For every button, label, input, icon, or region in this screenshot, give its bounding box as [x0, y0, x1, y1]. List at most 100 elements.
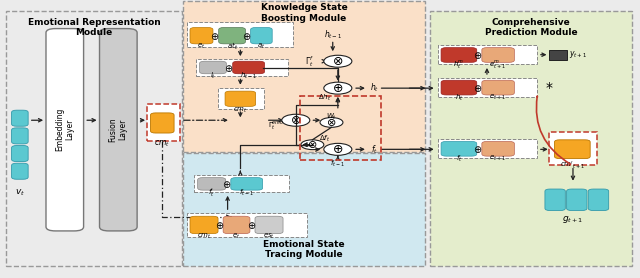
Text: $e_{t+1}$: $e_{t+1}$: [490, 93, 506, 102]
Bar: [300, 96, 381, 160]
Text: $h_t$: $h_t$: [454, 92, 463, 103]
FancyBboxPatch shape: [482, 80, 515, 95]
Text: $f_t$: $f_t$: [371, 143, 378, 156]
Text: Knowledge State
Boosting Module: Knowledge State Boosting Module: [260, 3, 348, 23]
FancyBboxPatch shape: [441, 48, 477, 62]
Text: $at_t$: $at_t$: [227, 41, 237, 53]
Text: $y_{t+1}$: $y_{t+1}$: [569, 49, 587, 60]
FancyBboxPatch shape: [588, 189, 609, 210]
Text: $e_{t+1}^m$: $e_{t+1}^m$: [490, 59, 506, 71]
FancyBboxPatch shape: [223, 216, 250, 234]
Text: $\Delta f_t$: $\Delta f_t$: [319, 134, 331, 144]
Bar: [188, 22, 292, 47]
FancyBboxPatch shape: [12, 128, 28, 144]
Text: $cm_t$: $cm_t$: [154, 139, 170, 149]
Bar: [429, 11, 632, 266]
FancyBboxPatch shape: [441, 142, 477, 156]
FancyArrowPatch shape: [536, 96, 571, 164]
Text: $e_t$: $e_t$: [232, 232, 241, 241]
Text: $\oplus$: $\oplus$: [209, 31, 219, 42]
Text: $\oplus$: $\oplus$: [214, 220, 224, 231]
Circle shape: [301, 140, 324, 150]
Bar: [218, 88, 264, 108]
FancyBboxPatch shape: [482, 48, 515, 62]
FancyBboxPatch shape: [250, 28, 272, 44]
FancyBboxPatch shape: [231, 178, 262, 190]
Text: $f_{t-1}$: $f_{t-1}$: [330, 159, 346, 169]
Text: $f_t$: $f_t$: [456, 153, 462, 164]
Text: $\oplus$: $\oplus$: [223, 63, 233, 73]
FancyBboxPatch shape: [233, 61, 264, 74]
Circle shape: [324, 55, 352, 67]
Text: Comprehensive
Prediction Module: Comprehensive Prediction Module: [484, 18, 577, 38]
Bar: [147, 104, 180, 141]
Text: $\oplus$: $\oplus$: [242, 31, 252, 42]
Bar: [183, 153, 425, 266]
Text: $\oplus$: $\oplus$: [332, 82, 344, 95]
Bar: [196, 59, 288, 76]
Circle shape: [320, 118, 343, 127]
Text: $a_t$: $a_t$: [257, 42, 266, 51]
Text: $W_t$: $W_t$: [326, 112, 337, 122]
Text: $l_t$: $l_t$: [210, 71, 216, 81]
FancyBboxPatch shape: [566, 189, 587, 210]
Text: $h_t^m$: $h_t^m$: [453, 59, 465, 71]
Text: $\oplus$: $\oplus$: [332, 143, 344, 156]
FancyBboxPatch shape: [441, 80, 477, 95]
Bar: [195, 175, 289, 192]
Text: Embedding
Layer: Embedding Layer: [55, 108, 74, 152]
Circle shape: [282, 114, 310, 126]
Text: $\Delta h_t$: $\Delta h_t$: [319, 93, 332, 103]
FancyBboxPatch shape: [46, 29, 84, 231]
Text: $cm_t$: $cm_t$: [196, 232, 211, 241]
Bar: [438, 45, 537, 64]
Text: $\otimes$: $\otimes$: [326, 117, 337, 128]
FancyBboxPatch shape: [219, 28, 246, 44]
FancyBboxPatch shape: [150, 113, 174, 133]
FancyBboxPatch shape: [200, 61, 227, 74]
FancyBboxPatch shape: [545, 189, 565, 210]
Circle shape: [324, 143, 352, 155]
Bar: [549, 133, 597, 165]
Text: $e_{t+1}$: $e_{t+1}$: [490, 154, 506, 163]
Text: $h_{t-1}$: $h_{t-1}$: [240, 71, 257, 81]
Text: $e_t$: $e_t$: [197, 42, 205, 51]
Text: $*$: $*$: [545, 79, 554, 93]
FancyBboxPatch shape: [255, 216, 283, 234]
Text: $\otimes$: $\otimes$: [290, 114, 301, 127]
Text: $g_{t+1}$: $g_{t+1}$: [563, 214, 584, 225]
Text: $\otimes$: $\otimes$: [332, 55, 344, 68]
FancyBboxPatch shape: [12, 110, 28, 126]
Text: $es_t$: $es_t$: [263, 232, 275, 241]
Text: Emotional Representation
Module: Emotional Representation Module: [28, 18, 161, 38]
Text: $h_t$: $h_t$: [370, 82, 379, 95]
Text: $f_{t-1}$: $f_{t-1}$: [239, 187, 254, 198]
Text: $v_t$: $v_t$: [15, 187, 25, 198]
FancyBboxPatch shape: [554, 140, 590, 158]
Bar: [188, 213, 307, 237]
Bar: [438, 139, 537, 158]
Text: $\oplus$: $\oplus$: [474, 144, 483, 155]
FancyBboxPatch shape: [100, 29, 137, 231]
FancyBboxPatch shape: [12, 146, 28, 162]
Text: $\oplus$: $\oplus$: [246, 220, 256, 231]
Text: $\oplus$: $\oplus$: [222, 180, 232, 190]
Text: $\oplus$: $\oplus$: [474, 50, 483, 61]
Circle shape: [324, 82, 352, 94]
Text: $f_t'$: $f_t'$: [209, 187, 215, 199]
Bar: [438, 78, 537, 97]
Bar: [183, 1, 425, 152]
Text: $h_{t-1}$: $h_{t-1}$: [324, 28, 342, 41]
Text: Emotional State
Tracing Module: Emotional State Tracing Module: [263, 240, 345, 259]
Text: $\Gamma_t^f$: $\Gamma_t^f$: [305, 54, 314, 69]
Text: $\Gamma_t^{emo}$: $\Gamma_t^{emo}$: [268, 120, 285, 132]
FancyBboxPatch shape: [198, 178, 226, 190]
Text: $cm_t$: $cm_t$: [233, 106, 248, 115]
Text: $\otimes$: $\otimes$: [307, 139, 317, 150]
Bar: [549, 50, 567, 59]
FancyBboxPatch shape: [225, 91, 255, 106]
FancyBboxPatch shape: [482, 142, 515, 156]
Text: $\oplus$: $\oplus$: [474, 83, 483, 94]
FancyBboxPatch shape: [190, 28, 213, 44]
FancyBboxPatch shape: [190, 216, 218, 234]
